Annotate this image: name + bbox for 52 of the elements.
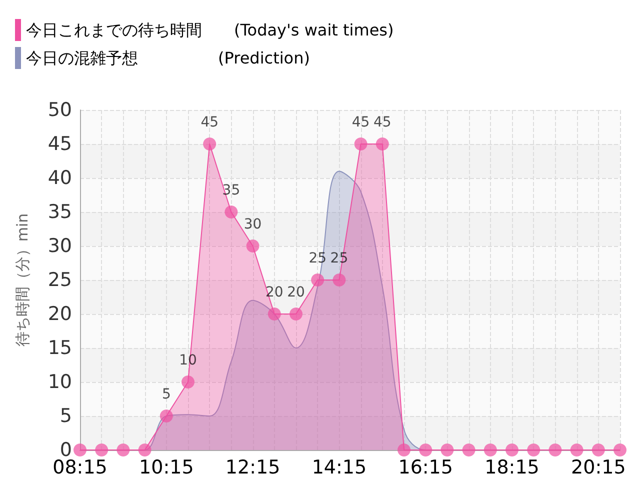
data-label: 20 — [287, 284, 305, 300]
data-label: 45 — [352, 114, 370, 130]
y-tick-label: 40 — [48, 167, 72, 189]
point — [138, 444, 152, 456]
point — [290, 308, 302, 320]
x-tick-label: 12:15 — [225, 456, 280, 478]
point — [440, 444, 454, 456]
point — [224, 206, 238, 218]
y-tick-label: 25 — [48, 269, 72, 291]
x-tick-label: 16:15 — [398, 456, 453, 478]
y-tick-label: 45 — [48, 133, 72, 155]
point — [268, 308, 281, 320]
point — [614, 444, 626, 456]
y-tick-label: 35 — [48, 201, 72, 223]
data-label: 45 — [373, 114, 392, 130]
data-label: 5 — [162, 386, 171, 402]
point — [527, 444, 540, 456]
point — [506, 444, 518, 456]
x-tick-label: 18:15 — [484, 456, 540, 478]
point — [376, 138, 389, 150]
y-tick-label: 30 — [48, 235, 72, 257]
point — [548, 444, 562, 456]
x-tick-label: 10:15 — [139, 456, 194, 478]
point — [311, 274, 324, 286]
point — [74, 444, 86, 456]
y-tick-label: 50 — [48, 99, 72, 121]
point — [419, 444, 432, 456]
data-label: 30 — [244, 216, 262, 232]
legend-label: 今日これまでの待ち時間 (Today's wait times) — [26, 20, 394, 40]
point — [484, 444, 497, 456]
point — [462, 444, 476, 456]
data-label: 45 — [200, 114, 219, 130]
point — [203, 138, 216, 150]
point — [116, 444, 130, 456]
point — [592, 444, 605, 456]
x-tick-label: 08:15 — [52, 456, 108, 478]
y-axis-title: 待ち時間（分）min — [14, 213, 32, 347]
legend-label: 今日の混雑予想 (Prediction) — [26, 48, 310, 68]
point — [160, 410, 173, 422]
x-tick-label: 20:15 — [571, 456, 626, 478]
point — [246, 240, 260, 252]
y-tick-label: 5 — [60, 405, 72, 427]
y-tick-label: 10 — [48, 371, 72, 393]
point — [95, 444, 108, 456]
x-tick-label: 14:15 — [312, 456, 367, 478]
point — [570, 444, 584, 456]
point — [332, 274, 346, 286]
y-tick-label: 15 — [48, 337, 72, 359]
y-tick-label: 20 — [48, 303, 72, 325]
point — [354, 138, 368, 150]
point — [182, 376, 194, 388]
point — [398, 444, 410, 456]
